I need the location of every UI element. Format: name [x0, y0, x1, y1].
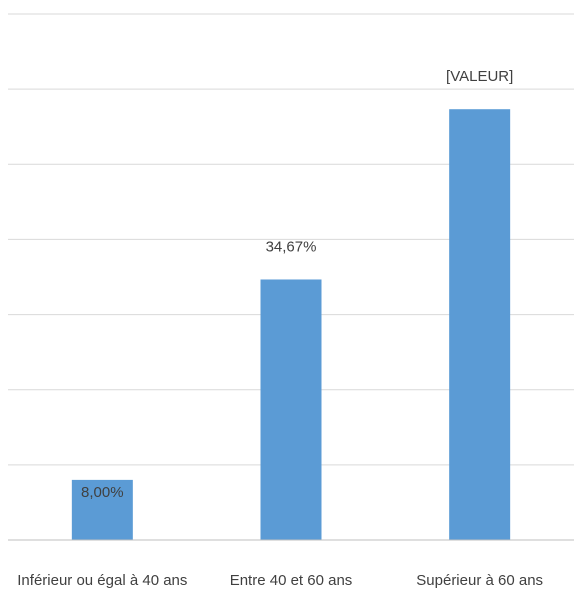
x-tick-labels: Inférieur ou égal à 40 ans Entre 40 et 60… — [17, 572, 543, 589]
bar — [260, 279, 322, 540]
data-label: 8,00% — [81, 484, 124, 501]
data-label: [VALEUR] — [446, 68, 513, 85]
bar — [449, 109, 511, 541]
data-labels: 8,00% 34,67% [VALEUR] — [81, 68, 513, 501]
data-label: 34,67% — [266, 238, 317, 255]
x-tick-label: Inférieur ou égal à 40 ans — [17, 572, 187, 589]
bars — [71, 109, 511, 541]
x-tick-label: Entre 40 et 60 ans — [230, 572, 353, 589]
x-tick-label: Supérieur à 60 ans — [416, 572, 543, 589]
bar — [71, 479, 133, 540]
